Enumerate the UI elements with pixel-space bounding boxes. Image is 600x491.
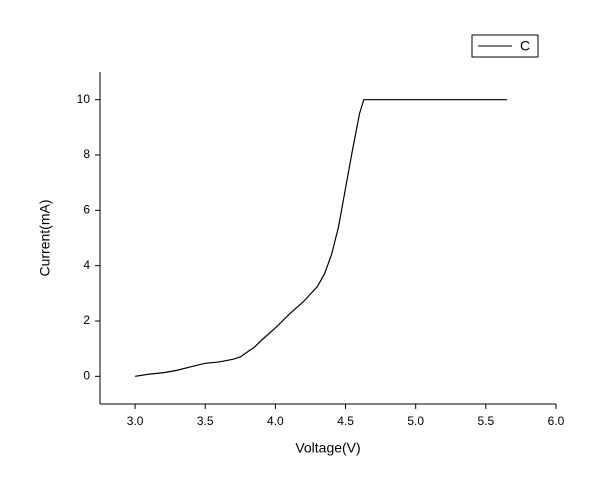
x-tick-label: 3.0 xyxy=(127,414,144,428)
x-tick-label: 4.5 xyxy=(337,414,354,428)
y-axis-label: Current(mA) xyxy=(37,199,53,276)
x-tick-label: 6.0 xyxy=(548,414,565,428)
x-axis-label: Voltage(V) xyxy=(295,440,360,456)
y-tick-label: 0 xyxy=(83,369,90,383)
x-tick-label: 3.5 xyxy=(197,414,214,428)
y-tick-label: 10 xyxy=(77,92,91,106)
y-tick-label: 4 xyxy=(83,258,90,272)
legend-label: C xyxy=(520,38,530,54)
x-tick-label: 5.5 xyxy=(478,414,495,428)
y-tick-label: 2 xyxy=(83,313,90,327)
y-tick-label: 8 xyxy=(83,147,90,161)
y-tick-label: 6 xyxy=(83,203,90,217)
x-tick-label: 5.0 xyxy=(407,414,424,428)
x-tick-label: 4.0 xyxy=(267,414,284,428)
data-line xyxy=(134,99,507,377)
